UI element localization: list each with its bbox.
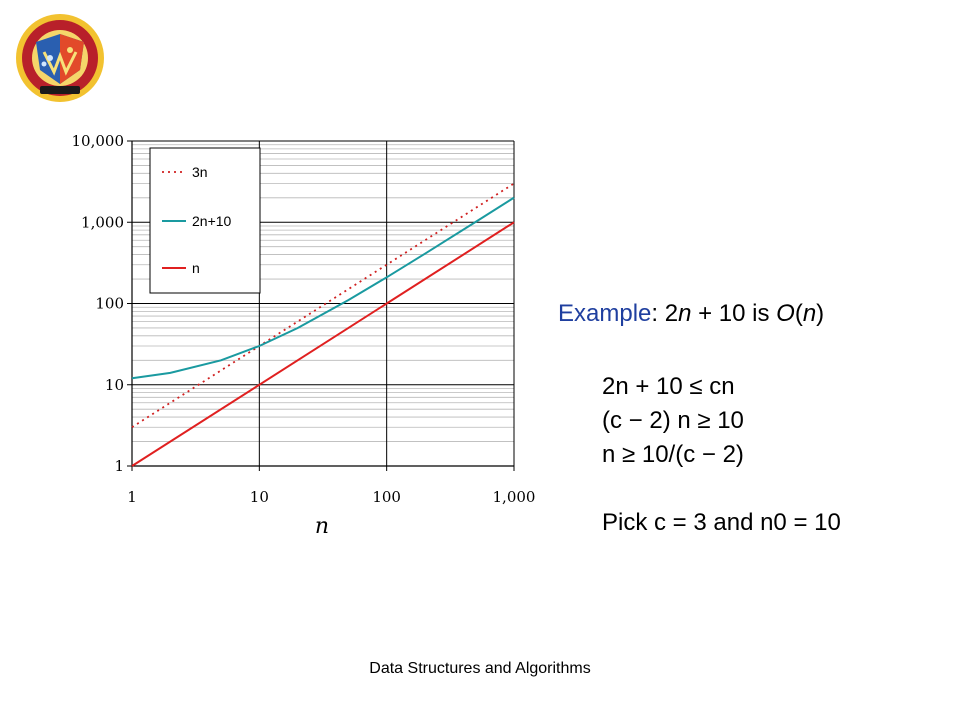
step-line-1: 2n + 10 ≤ cn (602, 373, 735, 400)
y-tick-label: 10 (105, 376, 124, 394)
legend-label: 3n (192, 164, 208, 180)
step-line-4: Pick c = 3 and n0 = 10 (602, 509, 841, 536)
university-seal-icon (16, 14, 104, 102)
x-tick-label: 10 (250, 488, 269, 506)
y-tick-label: 10,000 (72, 132, 125, 150)
series-lines (131, 182, 515, 467)
tick-labels: 1 10 100 1,000 10,000 1 10 100 1,000 (72, 132, 536, 506)
x-tick-label: 1,000 (493, 488, 536, 506)
series-line-2n10 (131, 196, 515, 380)
legend-label: n (192, 260, 200, 276)
x-tick-label: 100 (372, 488, 401, 506)
legend-label: 2n+10 (192, 213, 232, 229)
derivation-steps: 2n + 10 ≤ cn (c − 2) n ≥ 10 n ≥ 10/(c − … (602, 370, 902, 540)
legend: 3n 2n+10 n (149, 147, 261, 294)
y-tick-label: 100 (95, 295, 124, 313)
footer: Data Structures and Algorithms (369, 660, 591, 677)
example-label: Example (558, 300, 652, 327)
step-line-2: (c − 2) n ≥ 10 (602, 407, 744, 434)
x-tick-label: 1 (127, 488, 137, 506)
example-heading: Example: 2n + 10 is O(n) (558, 300, 825, 327)
step-line-3: n ≥ 10/(c − 2) (602, 441, 744, 468)
y-tick-label: 1,000 (81, 213, 124, 231)
y-tick-label: 1 (114, 457, 124, 475)
x-axis-label: n (315, 514, 329, 539)
series-line-n (131, 221, 515, 467)
